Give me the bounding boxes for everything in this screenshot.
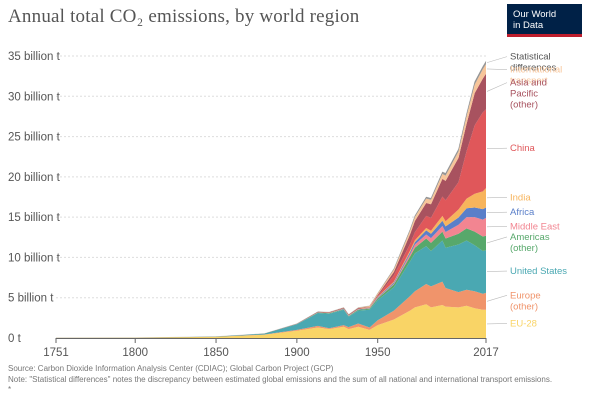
area-middle-east[interactable] [56, 217, 486, 338]
series-label-statistical-differences[interactable]: Statistical differences [510, 52, 557, 74]
x-tick-label: 1950 [365, 347, 391, 359]
label-connector [486, 270, 508, 272]
chart-title: Annual total CO₂ emissions, by world reg… [8, 6, 360, 27]
x-axis-labels: 1751 1800 1850 1900 1950 2017 [43, 347, 499, 359]
x-tick-label: 1800 [122, 347, 148, 359]
area-eu-28[interactable] [56, 304, 486, 338]
series-label-middle-east[interactable]: Middle East [510, 221, 560, 232]
label-connector [486, 323, 508, 325]
label-connector [486, 68, 508, 70]
chart-footer: Source: Carbon Dioxide Information Analy… [8, 364, 584, 396]
owid-logo[interactable]: Our World in Data [507, 4, 582, 37]
note-text: Note: "Statistical differences" notes th… [8, 374, 553, 384]
y-tick-label: 5 billion t [8, 293, 54, 305]
x-tick-label: 1850 [203, 347, 229, 359]
label-connector [486, 295, 508, 302]
y-tick-label: 10 billion t [8, 252, 61, 264]
label-connector [486, 197, 508, 199]
x-tick-label: 1751 [43, 347, 69, 359]
logo-line-2: in Data [513, 20, 544, 31]
y-tick-label: 30 billion t [8, 91, 61, 103]
y-axis-labels: 0 t 5 billion t 10 billion t 15 billion t 20… [8, 51, 61, 345]
y-tick-label: 35 billion t [8, 51, 61, 63]
label-connector [486, 147, 508, 149]
series-label-americas-other-[interactable]: Americas (other) [510, 232, 550, 254]
label-connector [486, 82, 508, 92]
series-label-united-states[interactable]: United States [510, 266, 567, 277]
series-label-china[interactable]: China [510, 143, 536, 154]
x-axis [55, 338, 487, 343]
area-united-states[interactable] [56, 240, 486, 338]
x-tick-label: 1900 [284, 347, 310, 359]
source-text: Source: Carbon Dioxide Information Analy… [8, 364, 334, 373]
label-connector [486, 226, 508, 228]
label-connector [486, 211, 508, 214]
series-label-eu-28[interactable]: EU-28 [510, 318, 537, 329]
series-label-africa[interactable]: Africa [510, 207, 535, 218]
area-europe-other-[interactable] [56, 281, 486, 338]
area-americas-other-[interactable] [56, 228, 486, 338]
y-tick-label: 15 billion t [8, 212, 61, 224]
series-label-europe-other-[interactable]: Europe (other) [510, 290, 541, 312]
total-outline [55, 61, 487, 339]
area-chart: 0 t 5 billion t 10 billion t 15 billion t 20… [8, 51, 567, 359]
series-label-india[interactable]: India [510, 192, 531, 203]
series-label-international-transport[interactable]: International transport [510, 65, 562, 87]
label-connector [486, 236, 508, 244]
stacked-areas [55, 61, 487, 339]
footer-extra: * [8, 385, 12, 394]
logo-line-1: Our World [513, 9, 557, 20]
series-label-asia-and-pacific-other-[interactable]: Asia and Pacific (other) [510, 78, 547, 111]
x-tick-label: 2017 [473, 347, 499, 359]
y-tick-label: 0 t [8, 333, 22, 345]
label-connector [486, 56, 508, 63]
y-tick-label: 20 billion t [8, 172, 61, 184]
y-tick-label: 25 billion t [8, 132, 61, 144]
